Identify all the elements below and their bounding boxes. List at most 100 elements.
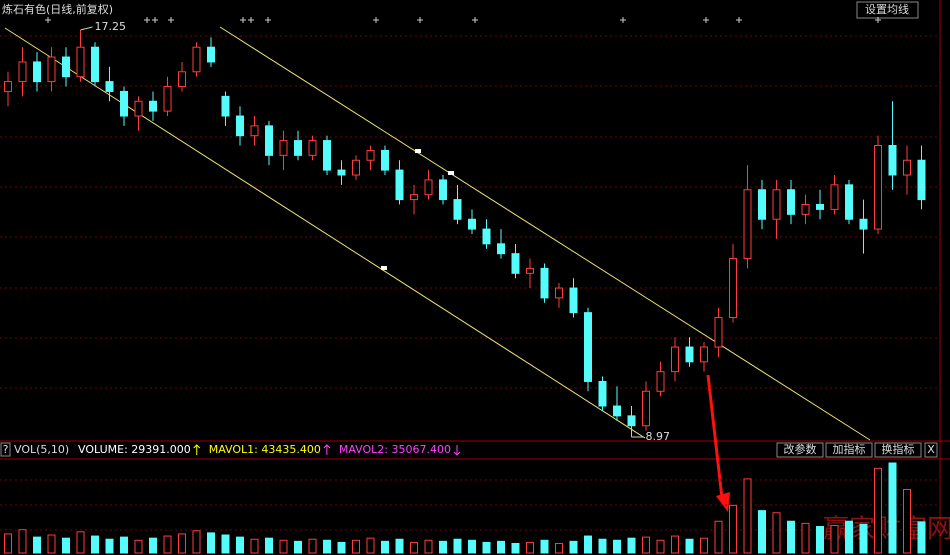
- annotation: 8.97: [646, 430, 671, 443]
- candle-body: [917, 159, 926, 201]
- volume-bar: [294, 540, 302, 554]
- candle-body: [859, 218, 868, 230]
- volume-bar: [714, 520, 723, 554]
- channel-marker: [381, 266, 387, 270]
- volume-bar: [323, 539, 331, 554]
- candle-body: [265, 125, 273, 156]
- arrow: [706, 374, 724, 499]
- volume-bar: [149, 537, 157, 554]
- volume-bar: [482, 541, 491, 554]
- volume-bar: [308, 538, 317, 554]
- volume-bar: [279, 539, 288, 554]
- candle-body: [134, 100, 143, 117]
- candle-body: [874, 145, 882, 230]
- close-button[interactable]: [924, 442, 938, 458]
- candle-body: [250, 125, 259, 137]
- volume-bar: [758, 510, 766, 554]
- candle-body: [903, 159, 911, 176]
- volume-bar: [801, 522, 810, 554]
- candle-body: [801, 203, 810, 215]
- candle-body: [787, 189, 795, 215]
- volume-bar: [265, 537, 273, 554]
- candle-body: [163, 86, 172, 112]
- toolbar-button-label[interactable]: 设置均线: [865, 2, 909, 16]
- candle-body: [598, 380, 607, 407]
- legend-arrow: [323, 444, 331, 455]
- candle-body: [511, 253, 520, 274]
- candle-body: [555, 287, 563, 299]
- volume-bar: [845, 520, 853, 554]
- candle-body: [381, 149, 389, 171]
- volume-bar: [18, 529, 27, 554]
- candle-body: [47, 56, 56, 83]
- candle-body: [526, 267, 534, 274]
- volume-bar: [787, 520, 795, 554]
- panel-button[interactable]: [776, 442, 824, 458]
- panel-button-label[interactable]: 改参数: [784, 442, 817, 456]
- event-marker: [240, 17, 246, 23]
- event-marker: [152, 17, 158, 23]
- candle-body: [105, 81, 114, 92]
- event-marker: [703, 17, 709, 23]
- volume-bar: [540, 539, 549, 554]
- legend-entry: MAVOL2: 35067.400: [339, 443, 451, 456]
- volume-bar: [352, 539, 360, 554]
- volume-bar: [816, 526, 824, 554]
- candle-body: [830, 184, 839, 210]
- candle-body: [627, 415, 636, 427]
- event-marker: [144, 17, 150, 23]
- close-label[interactable]: X: [927, 443, 935, 456]
- candle-body: [584, 312, 592, 382]
- volume-bar: [47, 534, 56, 554]
- candle-body: [468, 218, 476, 230]
- candle-body: [18, 61, 27, 83]
- event-marker: [248, 17, 254, 23]
- panel-button[interactable]: [825, 442, 873, 458]
- volume-bar: [207, 532, 215, 554]
- candle-body: [91, 46, 99, 83]
- candle-body: [439, 179, 447, 201]
- volume-bar: [366, 537, 375, 554]
- volume-bar: [917, 521, 926, 554]
- volume-bar: [163, 535, 172, 554]
- candle-body: [120, 90, 128, 117]
- panel-button-label[interactable]: 加指标: [833, 442, 866, 456]
- candle-body: [729, 258, 737, 319]
- volume-bar: [33, 536, 41, 554]
- toolbar-button[interactable]: [856, 1, 919, 19]
- candle-body: [366, 149, 375, 161]
- panel-button-label[interactable]: 换指标: [882, 442, 915, 456]
- trend-line: [219, 26, 871, 441]
- volume-bar: [134, 539, 143, 554]
- volume-bar: [830, 524, 839, 554]
- volume-bar: [120, 536, 128, 554]
- help-label[interactable]: ?: [3, 443, 9, 456]
- help-button[interactable]: [0, 442, 11, 457]
- volume-bar: [613, 539, 621, 554]
- annotation-leader: [80, 26, 93, 31]
- event-marker: [168, 17, 174, 23]
- legend-arrow: [193, 444, 201, 455]
- candle-body: [613, 405, 621, 417]
- volume-bar: [91, 535, 99, 554]
- volume-bar: [337, 541, 346, 554]
- volume-bar: [4, 533, 12, 554]
- volume-bar: [903, 488, 911, 554]
- legend-arrow: [453, 445, 461, 456]
- volume-bar: [584, 535, 592, 554]
- candle-body: [671, 346, 679, 373]
- candle-body: [714, 317, 723, 348]
- candle-body: [410, 194, 418, 201]
- volume-bar: [105, 538, 114, 554]
- volume-bar: [685, 538, 694, 554]
- volume-bar: [656, 539, 665, 554]
- volume-bar: [76, 531, 85, 554]
- panel-button[interactable]: [874, 442, 922, 458]
- volume-bar: [888, 462, 897, 554]
- event-marker: [265, 17, 271, 23]
- candle-body: [279, 140, 288, 156]
- volume-bar: [627, 537, 636, 554]
- candle-body: [76, 46, 85, 78]
- volume-title: VOL(5,10): [14, 443, 69, 456]
